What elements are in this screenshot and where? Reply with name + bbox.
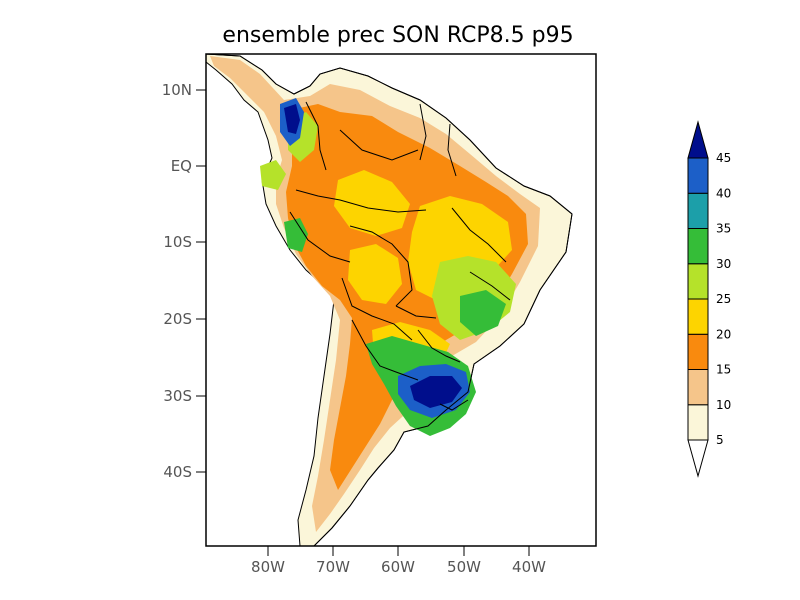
colorbar-box-25 [687,263,709,300]
precip-band-20-25 [334,170,410,236]
colorbar-over-triangle [687,120,709,159]
colorbar-box-15 [687,333,709,370]
colorbar-label-15: 15 [716,363,731,377]
colorbar-label-5: 5 [716,433,724,447]
lat-label-40s: 40S [163,463,192,481]
coastline [206,54,573,546]
lon-axis: 80W 70W 60W 50W 40W [251,546,546,576]
lat-label-30s: 30S [163,387,192,405]
lon-label-60w: 60W [381,558,415,576]
precip-band-25-30-c [260,160,286,190]
precip-band-over-45-b [284,104,300,134]
lon-label-70w: 70W [316,558,350,576]
colorbar-box-5 [687,404,709,441]
precip-band-20-25-c [348,244,402,304]
colorbar-label-25: 25 [716,292,731,306]
colorbar-label-30: 30 [716,257,731,271]
map-panel [206,54,573,546]
lat-label-10n: 10N [162,81,192,99]
lat-label-eq: EQ [171,157,192,175]
map-title: ensemble prec SON RCP8.5 p95 [222,23,573,48]
colorbar-label-40: 40 [716,186,731,200]
colorbar-label-35: 35 [716,222,731,236]
map-frame [205,53,597,547]
colorbar-label-20: 20 [716,327,731,341]
colorbar-box-40 [687,157,709,194]
precip-band-over-45 [410,376,462,408]
lat-label-10s: 10S [163,233,192,251]
colorbar: 5 10 15 20 25 30 35 40 45 [687,120,731,478]
lat-label-20s: 20S [163,310,192,328]
colorbar-box-20 [687,298,709,335]
colorbar-under-triangle [687,439,709,478]
lon-label-50w: 50W [447,558,481,576]
colorbar-label-45: 45 [716,151,731,165]
country-borders [289,101,511,411]
lon-label-80w: 80W [251,558,285,576]
colorbar-label-10: 10 [716,398,731,412]
precip-band-30-35-b [460,290,506,336]
colorbar-box-30 [687,228,709,265]
lon-label-40w: 40W [512,558,546,576]
colorbar-box-10 [687,369,709,406]
precip-band-30-35-c [284,218,308,252]
colorbar-box-35 [687,192,709,229]
lat-axis: 10N EQ 10S 20S 30S 40S [162,81,206,481]
